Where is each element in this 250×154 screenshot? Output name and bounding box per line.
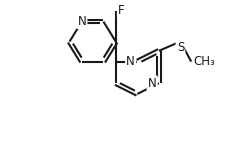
Text: S: S: [177, 41, 184, 54]
Text: N: N: [78, 15, 86, 28]
Text: N: N: [126, 55, 135, 68]
Text: N: N: [148, 77, 156, 90]
Text: N: N: [148, 77, 156, 90]
Text: N: N: [78, 15, 86, 28]
Text: CH₃: CH₃: [194, 55, 215, 68]
Text: N: N: [126, 55, 135, 68]
Text: F: F: [118, 4, 125, 17]
Text: CH₃: CH₃: [194, 55, 215, 68]
Text: F: F: [118, 4, 125, 17]
Text: S: S: [177, 41, 184, 54]
